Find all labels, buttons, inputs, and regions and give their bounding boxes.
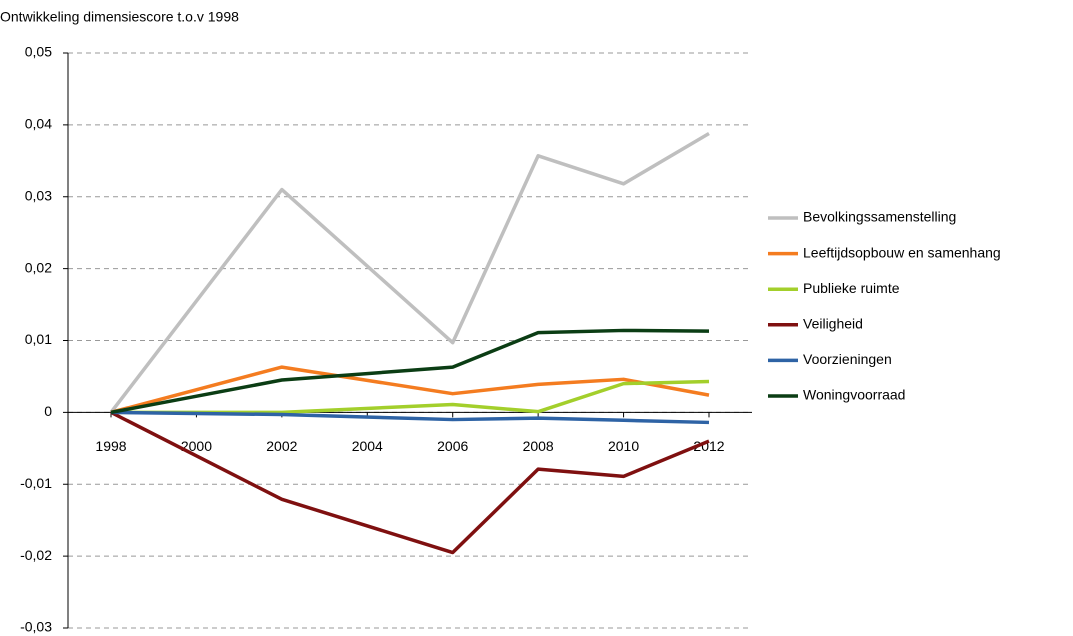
y-tick-label: 0,05 [25, 44, 52, 60]
y-tick-label: 0,04 [25, 116, 52, 132]
x-tick-label: 2006 [437, 438, 468, 454]
series-line [110, 410, 710, 425]
x-tick-label: 2002 [266, 438, 297, 454]
y-tick-label: -0,02 [20, 547, 52, 563]
legend-label: Leeftijdsopbouw en samenhang [803, 244, 1001, 260]
series-line [110, 328, 710, 415]
series-line [110, 410, 710, 555]
x-tick-label: 2012 [693, 438, 724, 454]
y-tick-label: 0,03 [25, 187, 52, 203]
legend-label: Bevolkingssamenstelling [803, 209, 956, 225]
legend-label: Voorzieningen [803, 351, 892, 367]
y-tick-label: -0,03 [20, 619, 52, 635]
series-line [111, 379, 710, 415]
chart-title: Ontwikkeling dimensiescore t.o.v 1998 [0, 9, 239, 25]
y-tick-label: 0 [44, 403, 52, 419]
x-tick-label: 2004 [352, 438, 383, 454]
series-line [109, 131, 710, 414]
y-tick-label: 0,01 [25, 331, 52, 347]
legend-label: Veiligheid [803, 316, 863, 332]
y-tick-label: -0,01 [20, 475, 52, 491]
x-tick-label: 2010 [608, 438, 639, 454]
x-tick-label: 1998 [95, 438, 126, 454]
x-tick-label: 2008 [523, 438, 554, 454]
y-tick-label: 0,02 [25, 259, 52, 275]
legend-label: Publieke ruimte [803, 280, 900, 296]
legend-label: Woningvoorraad [803, 387, 905, 403]
